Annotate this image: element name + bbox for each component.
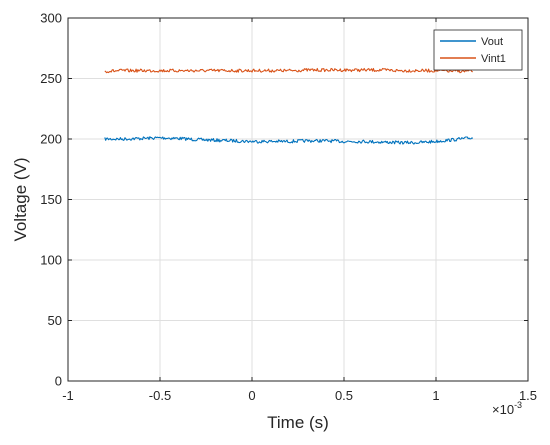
x-tick-label: -1 — [62, 388, 74, 403]
y-tick-label: 150 — [40, 192, 62, 207]
x-tick-label: 1.5 — [519, 388, 537, 403]
legend-box — [433, 29, 523, 71]
legend-label-vout: Vout — [481, 36, 503, 48]
y-tick-label: 200 — [40, 132, 62, 147]
x-axis-label: Time (s) — [267, 413, 329, 432]
legend: Vout Vint1 — [433, 29, 523, 71]
y-tick-label: 100 — [40, 253, 62, 268]
y-tick-label: 0 — [55, 374, 62, 389]
x-exponent-base: ×10 — [492, 402, 514, 417]
series-group — [104, 67, 474, 145]
y-axis-label: Voltage (V) — [11, 157, 30, 241]
series-line-vint1 — [104, 67, 473, 74]
y-tick-label: 300 — [40, 11, 62, 26]
x-tick-label: 1 — [432, 388, 439, 403]
series-line-vout — [104, 136, 474, 145]
axis-ticks — [67, 17, 529, 382]
x-exponent-power: -3 — [514, 400, 522, 410]
legend-label-vint1: Vint1 — [481, 53, 506, 65]
x-axis-exponent: ×10-3 — [492, 400, 522, 417]
x-tick-label: 0.5 — [335, 388, 353, 403]
y-tick-label: 250 — [40, 71, 62, 86]
y-tick-label: 50 — [48, 313, 62, 328]
x-tick-label: -0.5 — [149, 388, 171, 403]
tick-labels: -1 -0.5 0 0.5 1 1.5 0 50 100 150 200 250 300 — [40, 11, 537, 404]
x-tick-label: 0 — [248, 388, 255, 403]
